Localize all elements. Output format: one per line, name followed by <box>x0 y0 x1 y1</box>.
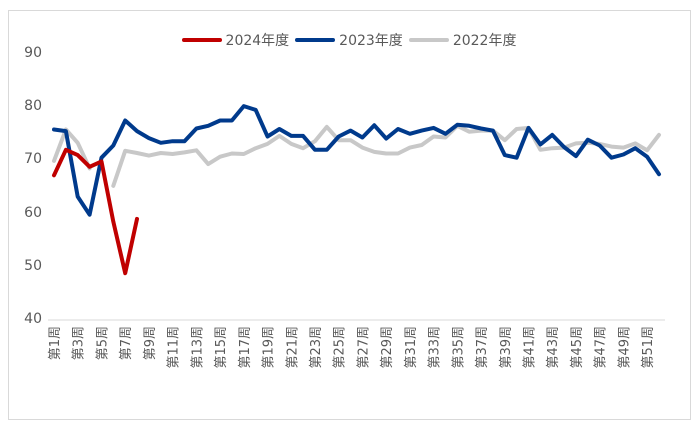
x-tick-label: 第25周 <box>333 326 348 369</box>
y-tick-label: 60 <box>24 204 42 221</box>
y-tick-label: 80 <box>24 98 42 115</box>
x-tick-label: 第37周 <box>475 326 490 369</box>
x-tick-label: 第19周 <box>262 326 277 369</box>
y-tick-label: 40 <box>24 311 42 327</box>
x-tick-label: 第9周 <box>143 326 158 360</box>
x-tick-label: 第17周 <box>238 326 253 369</box>
x-tick-label: 第13周 <box>190 326 205 369</box>
series-line-2022 <box>111 123 661 188</box>
series-line-2024 <box>52 147 139 276</box>
legend-label-2022: 2022年度 <box>452 33 517 49</box>
y-tick-label: 70 <box>24 151 42 168</box>
x-tick-label: 第21周 <box>285 326 300 369</box>
x-tick-label: 第5周 <box>95 326 110 360</box>
legend-swatch-2023 <box>295 38 336 42</box>
x-tick-label: 第51周 <box>641 326 656 369</box>
x-tick-label: 第11周 <box>167 326 182 369</box>
x-tick-label: 第35周 <box>451 326 466 369</box>
x-tick-label: 第3周 <box>72 326 87 360</box>
legend-label-2023: 2023年度 <box>339 33 403 49</box>
x-tick-label: 第1周 <box>48 326 63 360</box>
x-tick-label: 第23周 <box>309 326 324 369</box>
x-tick-label: 第49周 <box>617 326 632 369</box>
x-tick-label: 第39周 <box>499 326 514 369</box>
x-tick-label: 第33周 <box>428 326 443 369</box>
x-tick-label: 第31周 <box>404 326 419 369</box>
legend-item-2023: 2023年度 <box>295 30 403 50</box>
series-line-2023 <box>52 104 661 217</box>
x-tick-label: 第43周 <box>546 326 561 369</box>
x-tick-label: 第29周 <box>380 326 395 369</box>
series-line-2022 <box>52 127 92 171</box>
legend-item-2024: 2024年度 <box>181 30 290 50</box>
x-tick-label: 第7周 <box>119 326 134 360</box>
x-tick-label: 第41周 <box>523 326 538 369</box>
x-tick-label: 第47周 <box>594 326 609 369</box>
y-tick-label: 50 <box>24 257 42 274</box>
x-tick-label: 第27周 <box>356 326 371 369</box>
legend-swatch-2022 <box>408 38 449 42</box>
chart-frame <box>8 10 691 420</box>
legend-label-2024: 2024年度 <box>225 33 290 49</box>
x-tick-label: 第45周 <box>570 326 585 369</box>
legend-swatch-2024 <box>181 38 222 42</box>
legend: 2024年度 2023年度 2022年度 <box>0 30 698 50</box>
legend-item-2022: 2022年度 <box>408 30 517 50</box>
x-tick-label: 第15周 <box>214 326 229 369</box>
y-tick-label: 90 <box>24 45 42 61</box>
